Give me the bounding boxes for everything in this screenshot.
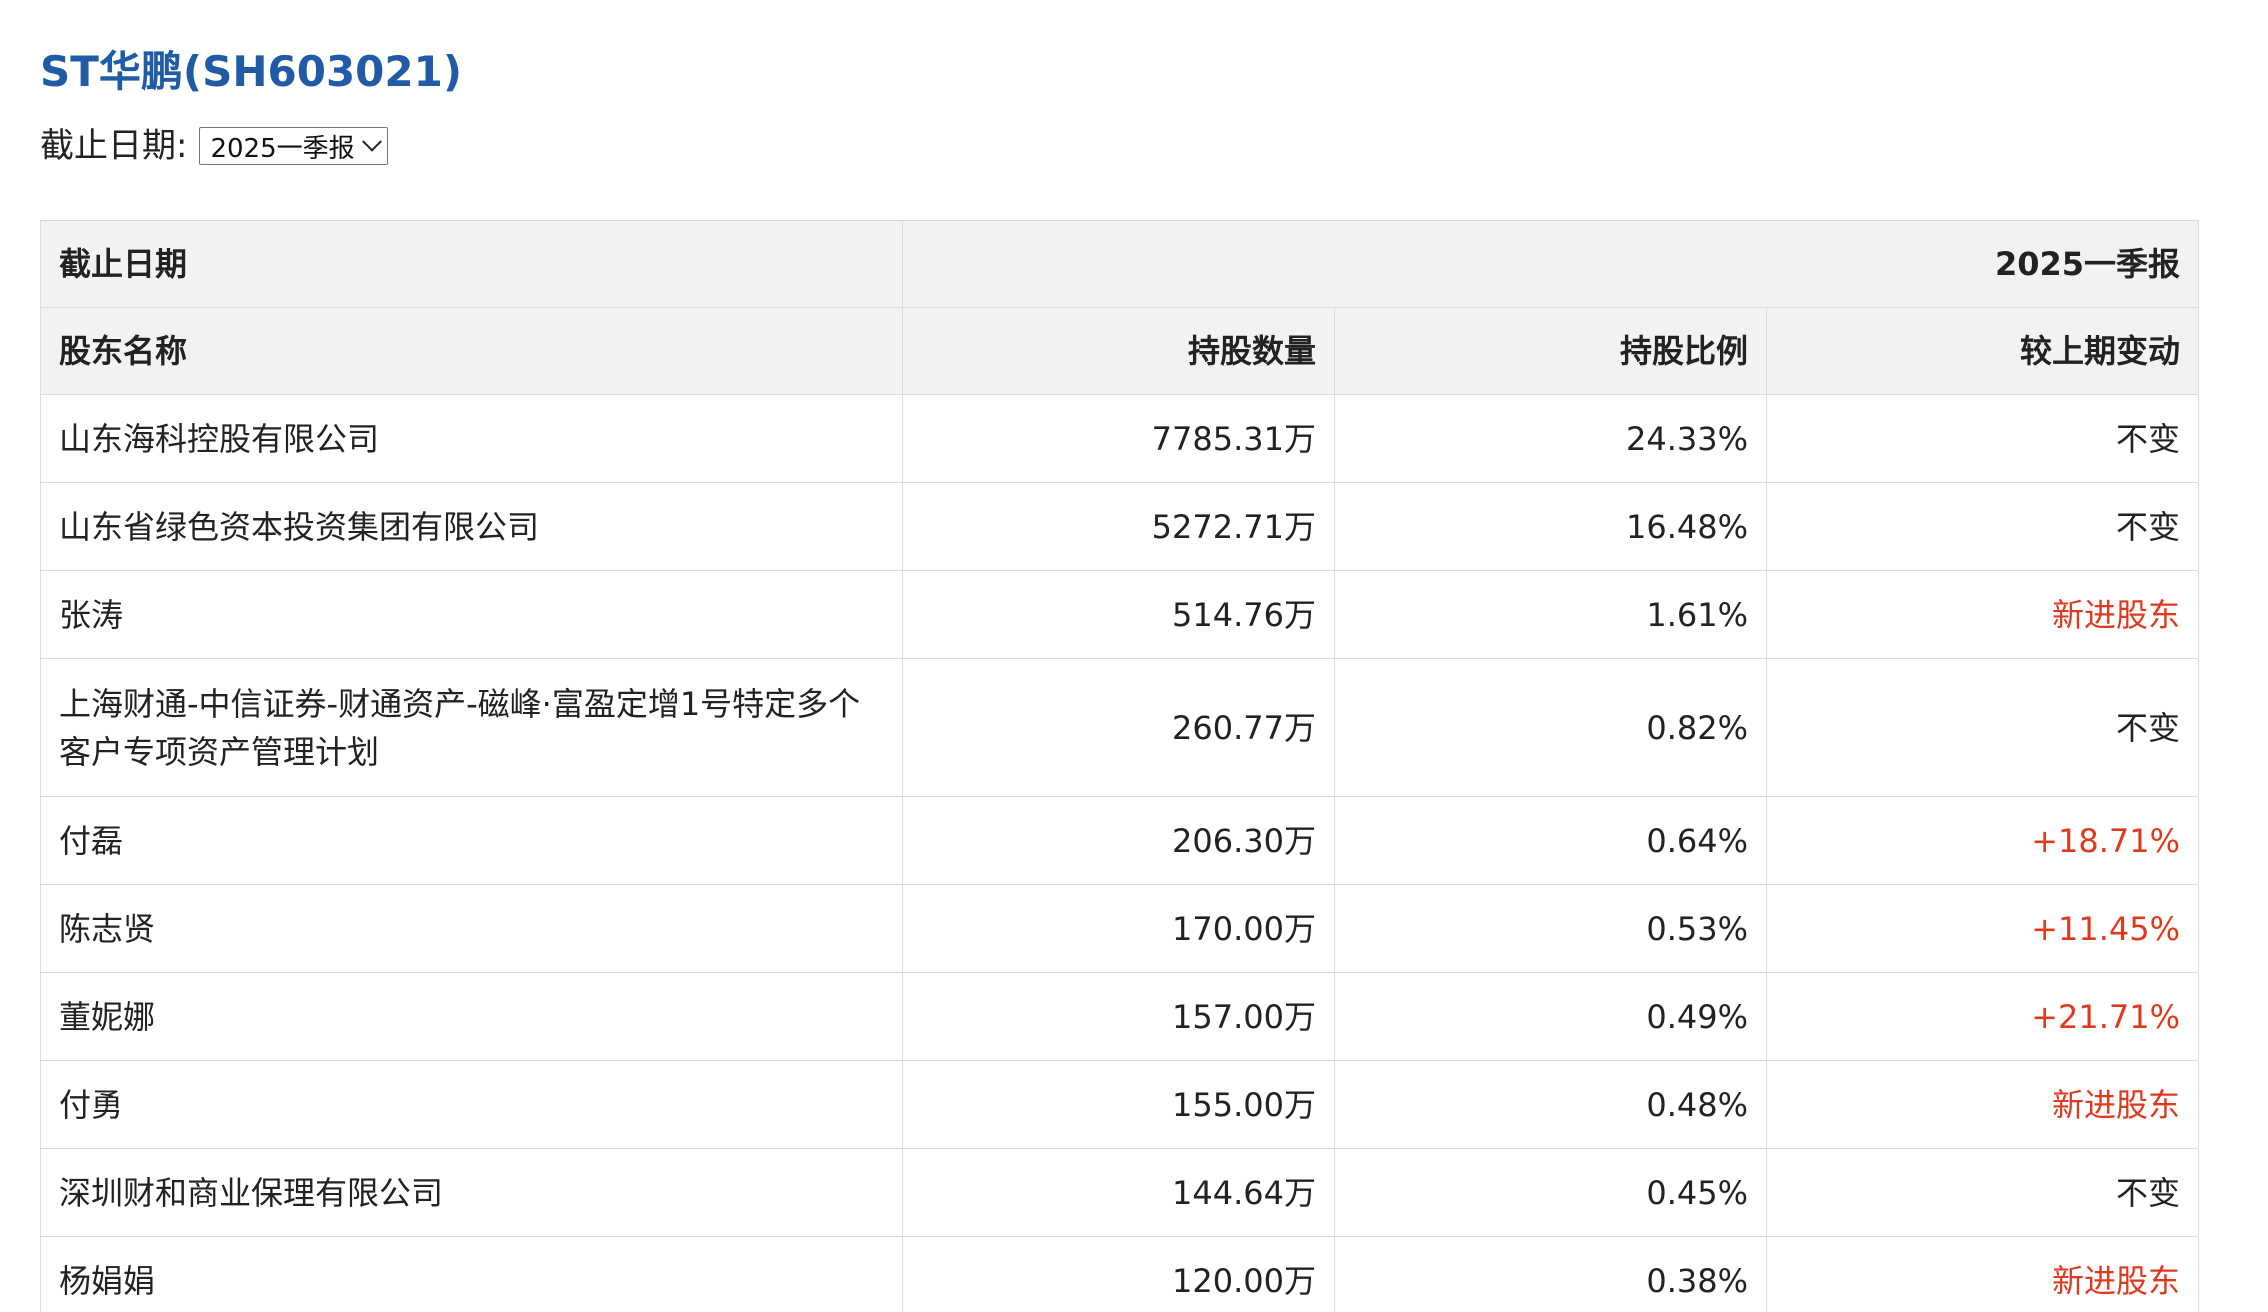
- column-header-name: 股东名称: [40, 307, 903, 395]
- holder-change: 新进股东: [1765, 1060, 2200, 1149]
- holder-ratio: 24.33%: [1334, 394, 1767, 483]
- page-title: ST华鹏(SH603021): [40, 47, 463, 96]
- holder-name: 上海财通-中信证券-财通资产-磁峰·富盈定增1号特定多个客户专项资产管理计划: [40, 658, 903, 797]
- holder-name: 陈志贤: [40, 884, 903, 973]
- table-row: 山东省绿色资本投资集团有限公司 5272.71万 16.48% 不变: [40, 482, 2200, 571]
- holder-name: 深圳财和商业保理有限公司: [40, 1148, 903, 1237]
- holder-ratio: 0.48%: [1334, 1060, 1767, 1149]
- holder-shares: 260.77万: [902, 658, 1335, 797]
- holder-shares: 155.00万: [902, 1060, 1335, 1149]
- holder-name: 付勇: [40, 1060, 903, 1149]
- holder-change: +11.45%: [1765, 884, 2200, 973]
- holder-name: 山东海科控股有限公司: [40, 394, 903, 483]
- table-row: 付勇 155.00万 0.48% 新进股东: [40, 1060, 2200, 1149]
- table-row: 山东海科控股有限公司 7785.31万 24.33% 不变: [40, 394, 2200, 483]
- holder-name: 杨娟娟: [40, 1236, 903, 1312]
- date-select-value: 2025一季报: [210, 133, 355, 164]
- holder-ratio: 0.49%: [1334, 972, 1767, 1061]
- chevron-down-icon: [361, 131, 382, 152]
- holder-shares: 120.00万: [902, 1236, 1335, 1312]
- shareholder-table: 截止日期 2025一季报 股东名称 持股数量 持股比例 较上期变动 山东海科控股…: [40, 220, 2200, 1312]
- holder-change: 新进股东: [1765, 570, 2200, 659]
- period-header-label: 截止日期: [40, 220, 903, 308]
- holder-name: 张涛: [40, 570, 903, 659]
- holder-ratio: 0.82%: [1334, 658, 1767, 797]
- table-row: 张涛 514.76万 1.61% 新进股东: [40, 570, 2200, 659]
- date-filter-row: 截止日期: 2025一季报: [40, 122, 388, 170]
- holder-change: 不变: [1765, 482, 2200, 571]
- column-header-row: 股东名称 持股数量 持股比例 较上期变动: [40, 307, 2200, 395]
- period-header-row: 截止日期 2025一季报: [40, 220, 2200, 308]
- table-row: 董妮娜 157.00万 0.49% +21.71%: [40, 972, 2200, 1061]
- holder-change: 新进股东: [1765, 1236, 2200, 1312]
- holder-change: +18.71%: [1765, 796, 2200, 885]
- period-header-value: 2025一季报: [901, 220, 2200, 308]
- table-row: 杨娟娟 120.00万 0.38% 新进股东: [40, 1236, 2200, 1312]
- holder-ratio: 16.48%: [1334, 482, 1767, 571]
- date-select[interactable]: 2025一季报: [199, 127, 388, 165]
- holder-shares: 144.64万: [902, 1148, 1335, 1237]
- holder-shares: 206.30万: [902, 796, 1335, 885]
- holder-shares: 514.76万: [902, 570, 1335, 659]
- holder-ratio: 0.64%: [1334, 796, 1767, 885]
- table-row: 上海财通-中信证券-财通资产-磁峰·富盈定增1号特定多个客户专项资产管理计划 2…: [40, 658, 2200, 797]
- date-filter-label: 截止日期:: [40, 126, 188, 166]
- holder-shares: 170.00万: [902, 884, 1335, 973]
- holder-change: 不变: [1765, 658, 2200, 797]
- column-header-ratio: 持股比例: [1334, 307, 1767, 395]
- holder-change: +21.71%: [1765, 972, 2200, 1061]
- holder-shares: 7785.31万: [902, 394, 1335, 483]
- holder-name: 董妮娜: [40, 972, 903, 1061]
- holder-ratio: 0.53%: [1334, 884, 1767, 973]
- holder-ratio: 1.61%: [1334, 570, 1767, 659]
- holder-change: 不变: [1765, 394, 2200, 483]
- holder-ratio: 0.38%: [1334, 1236, 1767, 1312]
- column-header-change: 较上期变动: [1765, 307, 2200, 395]
- table-row: 深圳财和商业保理有限公司 144.64万 0.45% 不变: [40, 1148, 2200, 1237]
- column-header-shares: 持股数量: [902, 307, 1335, 395]
- holder-change: 不变: [1765, 1148, 2200, 1237]
- table-row: 付磊 206.30万 0.64% +18.71%: [40, 796, 2200, 885]
- holder-shares: 5272.71万: [902, 482, 1335, 571]
- holder-name: 付磊: [40, 796, 903, 885]
- holder-shares: 157.00万: [902, 972, 1335, 1061]
- holder-name: 山东省绿色资本投资集团有限公司: [40, 482, 903, 571]
- holder-ratio: 0.45%: [1334, 1148, 1767, 1237]
- table-row: 陈志贤 170.00万 0.53% +11.45%: [40, 884, 2200, 973]
